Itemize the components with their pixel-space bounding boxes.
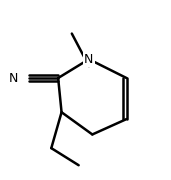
Text: N: N (84, 53, 94, 66)
Text: N: N (9, 71, 18, 85)
